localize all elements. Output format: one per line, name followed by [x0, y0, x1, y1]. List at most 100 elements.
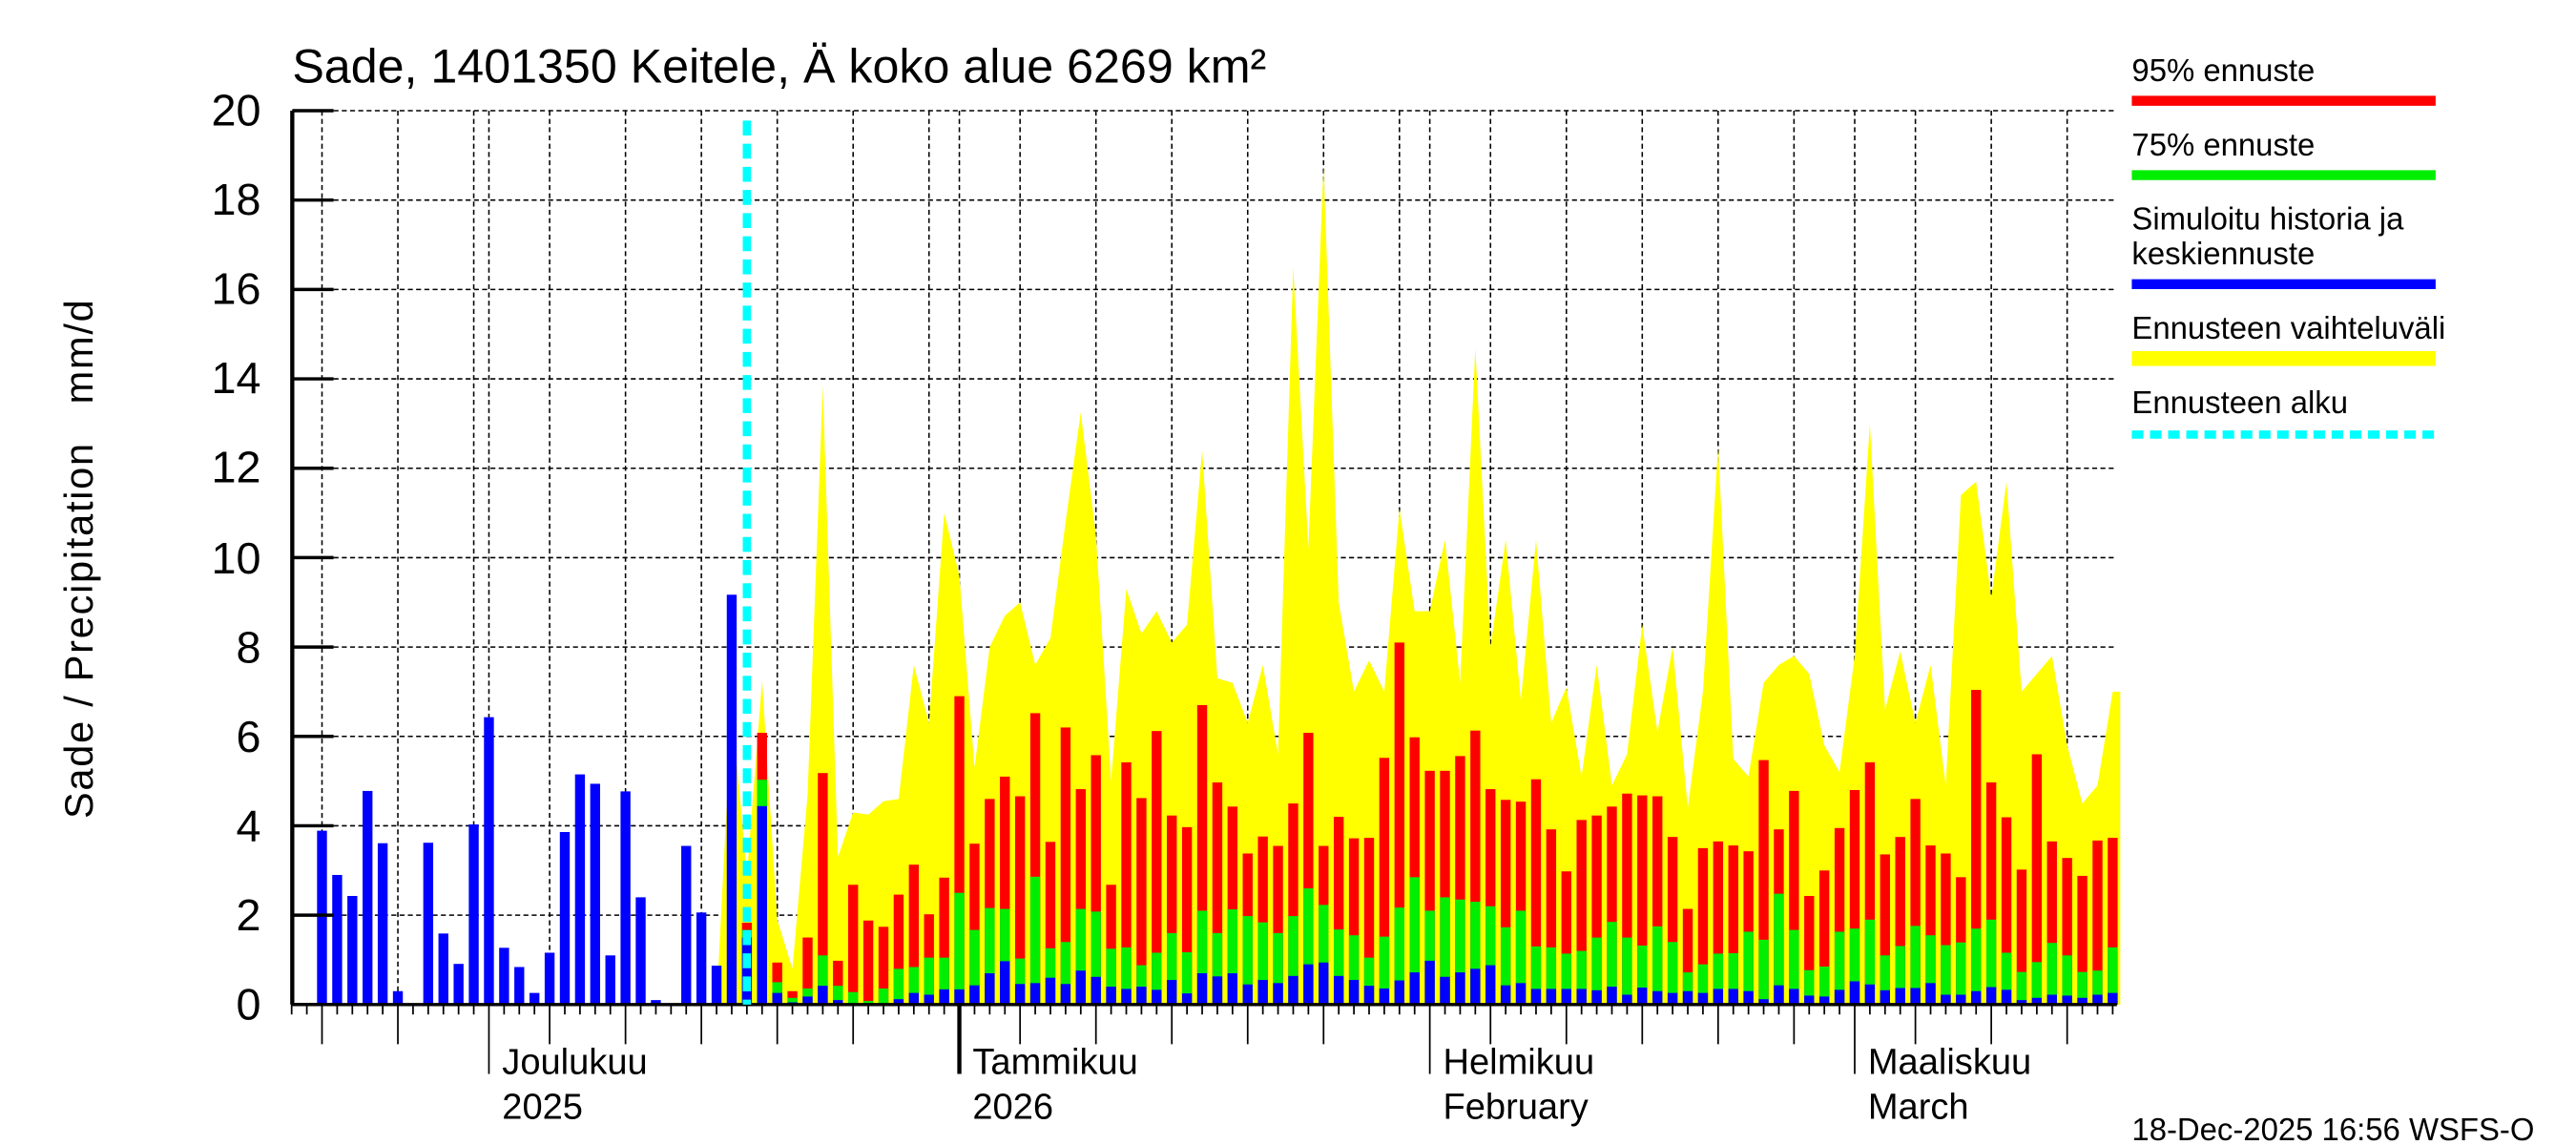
forecast-95-bar: [1167, 815, 1177, 1005]
history-bar: [438, 933, 448, 1005]
forecast-75-bar: [1652, 926, 1663, 1005]
forecast-median-bar: [833, 1000, 843, 1005]
y-tick-label: 0: [236, 979, 260, 1029]
forecast-75-bar: [1985, 919, 1997, 1005]
forecast-median-bar: [741, 937, 753, 1005]
forecast-95-bar: [1257, 836, 1268, 1005]
legend-label-95: 95% ennuste: [2131, 52, 2315, 88]
forecast-95-bar: [1880, 854, 1890, 1005]
forecast-median-bar: [1697, 992, 1709, 1005]
forecast-median-bar: [2031, 997, 2043, 1005]
forecast-75-bar: [1029, 876, 1041, 1005]
forecast-75-bar: [1925, 935, 1936, 1005]
forecast-median-bar: [1743, 990, 1754, 1005]
y-tick-label: 10: [211, 533, 260, 583]
forecast-95-bar: [1849, 789, 1860, 1005]
legend-label-range: Ennusteen vaihteluväli: [2131, 310, 2445, 345]
forecast-75-bar: [1379, 936, 1390, 1005]
history-bar: [711, 966, 722, 1005]
forecast-median-bar: [818, 986, 828, 1005]
y-tick-label: 8: [236, 622, 260, 672]
y-tick-label: 16: [211, 264, 260, 314]
forecast-median-bar: [2001, 989, 2012, 1005]
forecast-75-bar: [1834, 931, 1845, 1005]
forecast-95-bar: [1485, 789, 1496, 1005]
forecast-75-bar: [924, 957, 934, 1005]
forecast-median-bar: [985, 973, 995, 1005]
legend: 95% ennuste 75% ennuste Simuloitu histor…: [2131, 52, 2445, 439]
forecast-median-bar: [1440, 976, 1450, 1005]
forecast-75-bar: [1167, 932, 1177, 1005]
forecast-95-bar: [1181, 826, 1193, 1005]
forecast-median-bar: [1485, 965, 1496, 1005]
forecast-95-bar: [2062, 858, 2072, 1005]
forecast-75-bar: [1303, 888, 1314, 1005]
forecast-75-bar: [1091, 911, 1101, 1005]
forecast-95-bar: [1789, 790, 1799, 1005]
history-bar: [681, 845, 692, 1005]
forecast-75-bar: [1242, 916, 1253, 1005]
forecast-75-bar: [2077, 971, 2088, 1005]
forecast-median-bar: [1576, 989, 1587, 1005]
forecast-median-bar: [1121, 989, 1132, 1005]
forecast-75-bar: [1743, 931, 1754, 1005]
forecast-75-bar: [1561, 953, 1571, 1005]
forecast-95-bar: [1758, 760, 1769, 1005]
forecast-95-bar: [954, 696, 965, 1005]
history-bar: [544, 952, 555, 1005]
forecast-median-bar: [1257, 980, 1268, 1005]
forecast-95-bar: [1348, 838, 1360, 1005]
forecast-median-bar: [1333, 975, 1344, 1005]
forecast-95-bar: [1682, 908, 1693, 1005]
history-bar: [696, 912, 707, 1005]
forecast-95-bar: [2092, 840, 2103, 1005]
forecast-median-bar: [1956, 994, 1966, 1005]
y-axis-label: Sade / Precipitation mm/d: [56, 299, 101, 819]
forecast-median-bar: [1000, 961, 1010, 1005]
forecast-95-bar: [969, 843, 980, 1005]
forecast-75-bar: [862, 1001, 874, 1005]
forecast-median-bar: [1273, 983, 1283, 1005]
forecast-95-bar: [1561, 871, 1571, 1005]
forecast-75-bar: [1515, 910, 1527, 1005]
forecast-95-bar: [1637, 795, 1648, 1005]
forecast-75-bar: [2031, 962, 2043, 1005]
forecast-75-bar: [1470, 902, 1481, 1005]
forecast-median-bar: [1637, 988, 1648, 1005]
forecast-95-bar: [1910, 799, 1921, 1005]
history-bar: [468, 824, 479, 1005]
forecast-95-bar: [1470, 730, 1481, 1005]
forecast-95-bar: [2001, 817, 2012, 1005]
history-bar: [453, 964, 464, 1005]
forecast-95-bar: [1075, 789, 1086, 1005]
history-bar: [590, 783, 600, 1005]
forecast-75-bar: [2001, 952, 2012, 1005]
forecast-75-bar: [878, 988, 889, 1005]
forecast-median-bar: [1455, 972, 1465, 1005]
y-tick-label: 4: [236, 801, 260, 850]
forecast-95-bar: [1956, 877, 1966, 1005]
forecast-75-bar: [1818, 967, 1830, 1005]
forecast-75-bar: [2062, 955, 2072, 1005]
forecast-median-bar: [1895, 988, 1905, 1005]
legend-label-history-line2: keskiennuste: [2131, 236, 2315, 271]
history-bar: [499, 947, 509, 1005]
forecast-median-bar: [1728, 989, 1738, 1005]
forecast-median-bar: [2077, 997, 2088, 1005]
forecast-95-bar: [833, 960, 843, 1005]
history-bar: [651, 1000, 661, 1005]
forecast-95-bar: [2046, 841, 2057, 1005]
history-bar: [574, 774, 586, 1005]
forecast-95-bar: [1728, 845, 1738, 1005]
forecast-75-bar: [1014, 958, 1026, 1005]
forecast-median-bar: [1910, 988, 1921, 1005]
forecast-median-bar: [1470, 968, 1481, 1005]
forecast-95-bar: [1864, 761, 1876, 1005]
forecast-75-bar: [1485, 906, 1496, 1005]
forecast-75-bar: [1440, 897, 1450, 1005]
forecast-median-bar: [1818, 996, 1830, 1005]
timestamp-footer: 18-Dec-2025 16:56 WSFS-O: [2131, 1112, 2534, 1145]
forecast-75-bar: [1273, 932, 1283, 1005]
forecast-75-bar: [848, 991, 859, 1005]
forecast-75-bar: [1121, 947, 1132, 1005]
